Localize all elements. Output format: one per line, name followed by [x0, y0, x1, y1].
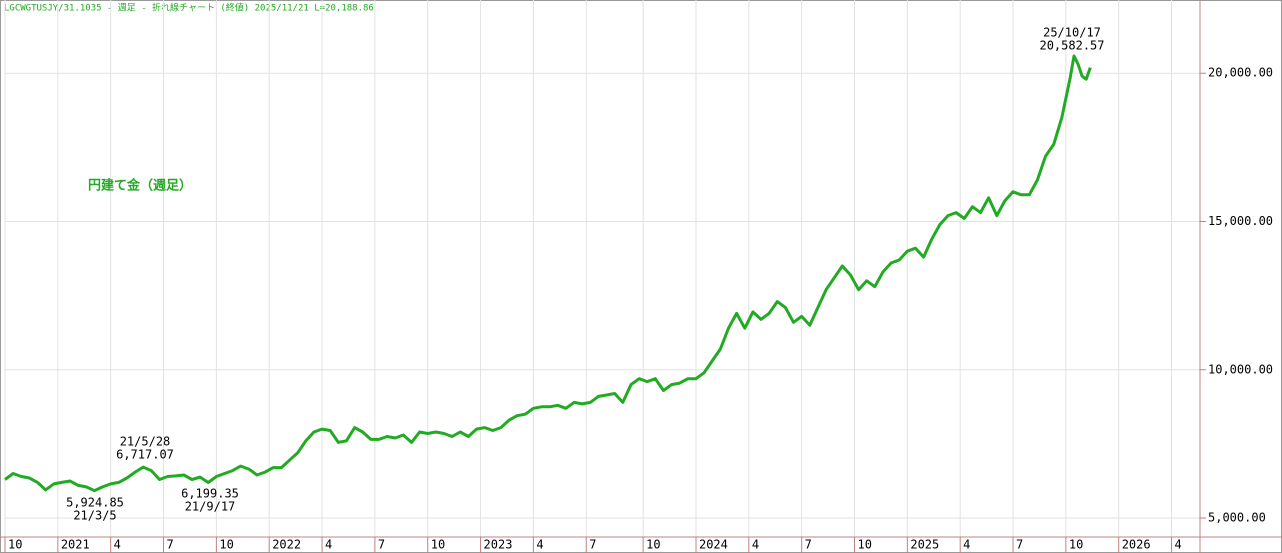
x-tick-label: 4: [325, 538, 332, 552]
y-tick-label: 20,000.00: [1208, 66, 1273, 80]
x-tick-label: 10: [858, 538, 872, 552]
x-tick-label: 2026: [1122, 538, 1151, 552]
x-tick-label: 7: [167, 538, 174, 552]
legend-label: 円建て金（週足）: [88, 178, 192, 194]
x-tick-label: 4: [536, 538, 543, 552]
chart-title: LGCWGTUSJY/31.1035 - 週足 - 折れ線チャート (終値) 2…: [4, 2, 374, 14]
price-line: [4, 54, 1092, 493]
annotation: 6,199.35: [181, 487, 239, 501]
annotation: 21/3/5: [73, 509, 116, 523]
y-tick-label: 15,000.00: [1208, 214, 1273, 228]
y-tick-label: 10,000.00: [1208, 362, 1273, 376]
x-tick-label: 10: [8, 538, 22, 552]
x-tick-label: 2024: [699, 538, 728, 552]
annotation: 5,924.85: [66, 496, 124, 510]
x-tick-label: 7: [378, 538, 385, 552]
x-tick-label: 2022: [272, 538, 301, 552]
x-tick-label: 10: [646, 538, 660, 552]
x-tick-label: 7: [1016, 538, 1023, 552]
annotation: 6,717.07: [116, 448, 174, 462]
x-tick-label: 2023: [484, 538, 513, 552]
annotation: 20,582.57: [1039, 39, 1104, 53]
x-tick-label: 7: [805, 538, 812, 552]
x-tick-label: 4: [1175, 538, 1182, 552]
x-tick-label: 10: [431, 538, 445, 552]
x-tick-label: 2021: [61, 538, 90, 552]
x-tick-label: 4: [963, 538, 970, 552]
x-tick-label: 7: [589, 538, 596, 552]
x-tick-label: 4: [752, 538, 759, 552]
annotation: 21/5/28: [120, 435, 171, 449]
x-tick-label: 4: [114, 538, 121, 552]
x-tick-label: 10: [1069, 538, 1083, 552]
annotation: 21/9/17: [185, 500, 236, 514]
x-tick-label: 10: [219, 538, 233, 552]
x-tick-label: 2025: [910, 538, 939, 552]
y-tick-label: 5,000.00: [1208, 511, 1266, 525]
annotation: 25/10/17: [1043, 26, 1101, 40]
